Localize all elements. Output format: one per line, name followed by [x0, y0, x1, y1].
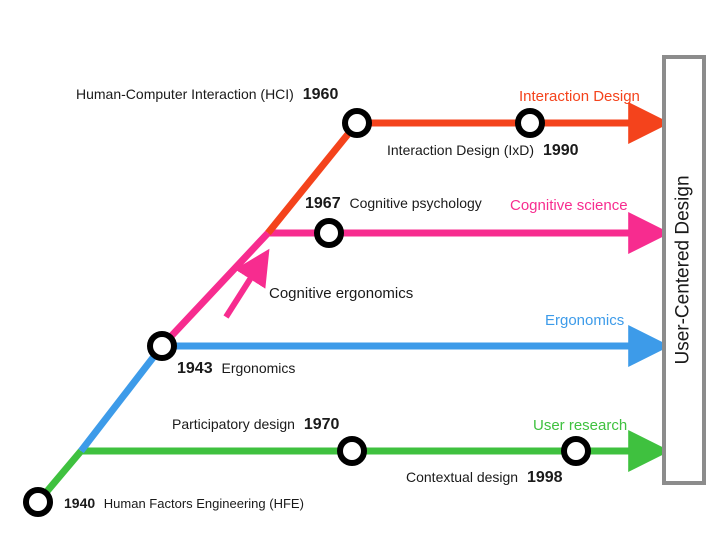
track-blue-diagonal	[78, 343, 165, 454]
cognitive-ergonomics-arrow	[223, 248, 270, 319]
node-hfe-1940[interactable]	[23, 487, 53, 517]
annotation-cognitive-ergonomics: Cognitive ergonomics	[269, 285, 414, 302]
milestone-name-hci: Human-Computer Interaction (HCI)	[76, 86, 294, 102]
milestone-label-cogpsy-1967: 1967 Cognitive psychology	[305, 196, 482, 212]
node-hci-1960[interactable]	[342, 108, 372, 138]
milestone-name-ixd: Interaction Design (IxD)	[387, 142, 535, 158]
milestone-label-ixd-1990: Interaction Design (IxD) 1990	[387, 143, 579, 159]
milestone-label-ergonomics-1943: 1943 Ergonomics	[177, 361, 295, 377]
milestone-label-hci-1960: Human-Computer Interaction (HCI) 1960	[76, 87, 338, 103]
milestone-year-ixd: 1990	[542, 142, 579, 159]
track-label-user-research: User research	[533, 417, 628, 434]
milestone-year-participatory: 1970	[303, 416, 340, 433]
milestone-label-participatory-1970: Participatory design 1970	[172, 417, 339, 433]
milestone-name-cogpsy: Cognitive psychology	[349, 195, 482, 211]
milestone-year-hfe: 1940	[64, 495, 96, 511]
milestone-name-participatory: Participatory design	[172, 416, 295, 432]
node-ixd-1990[interactable]	[515, 108, 545, 138]
milestone-label-contextual-1998: Contextual design 1998	[406, 470, 563, 486]
track-pink-diagonal	[159, 230, 271, 349]
milestone-year-hci: 1960	[302, 86, 339, 103]
milestone-label-hfe-1940: 1940 Human Factors Engineering (HFE)	[64, 496, 304, 510]
milestone-name-hfe: Human Factors Engineering (HFE)	[103, 496, 304, 511]
node-participatory-1970[interactable]	[337, 436, 367, 466]
milestone-year-ergonomics: 1943	[177, 360, 213, 377]
milestone-year-cogpsy: 1967	[305, 195, 341, 212]
user-centered-design-container	[662, 55, 706, 485]
track-label-ergonomics: Ergonomics	[545, 312, 625, 329]
track-label-cognitive-science: Cognitive science	[510, 197, 628, 214]
track-label-interaction-design: Interaction Design	[519, 88, 640, 105]
node-cogpsy-1967[interactable]	[314, 218, 344, 248]
track-orange-diagonal	[265, 120, 360, 236]
node-ergonomics-1943[interactable]	[147, 331, 177, 361]
milestone-name-ergonomics: Ergonomics	[221, 360, 296, 376]
node-contextual-1998[interactable]	[561, 436, 591, 466]
milestone-year-contextual: 1998	[526, 469, 563, 486]
milestone-name-contextual: Contextual design	[406, 469, 519, 485]
